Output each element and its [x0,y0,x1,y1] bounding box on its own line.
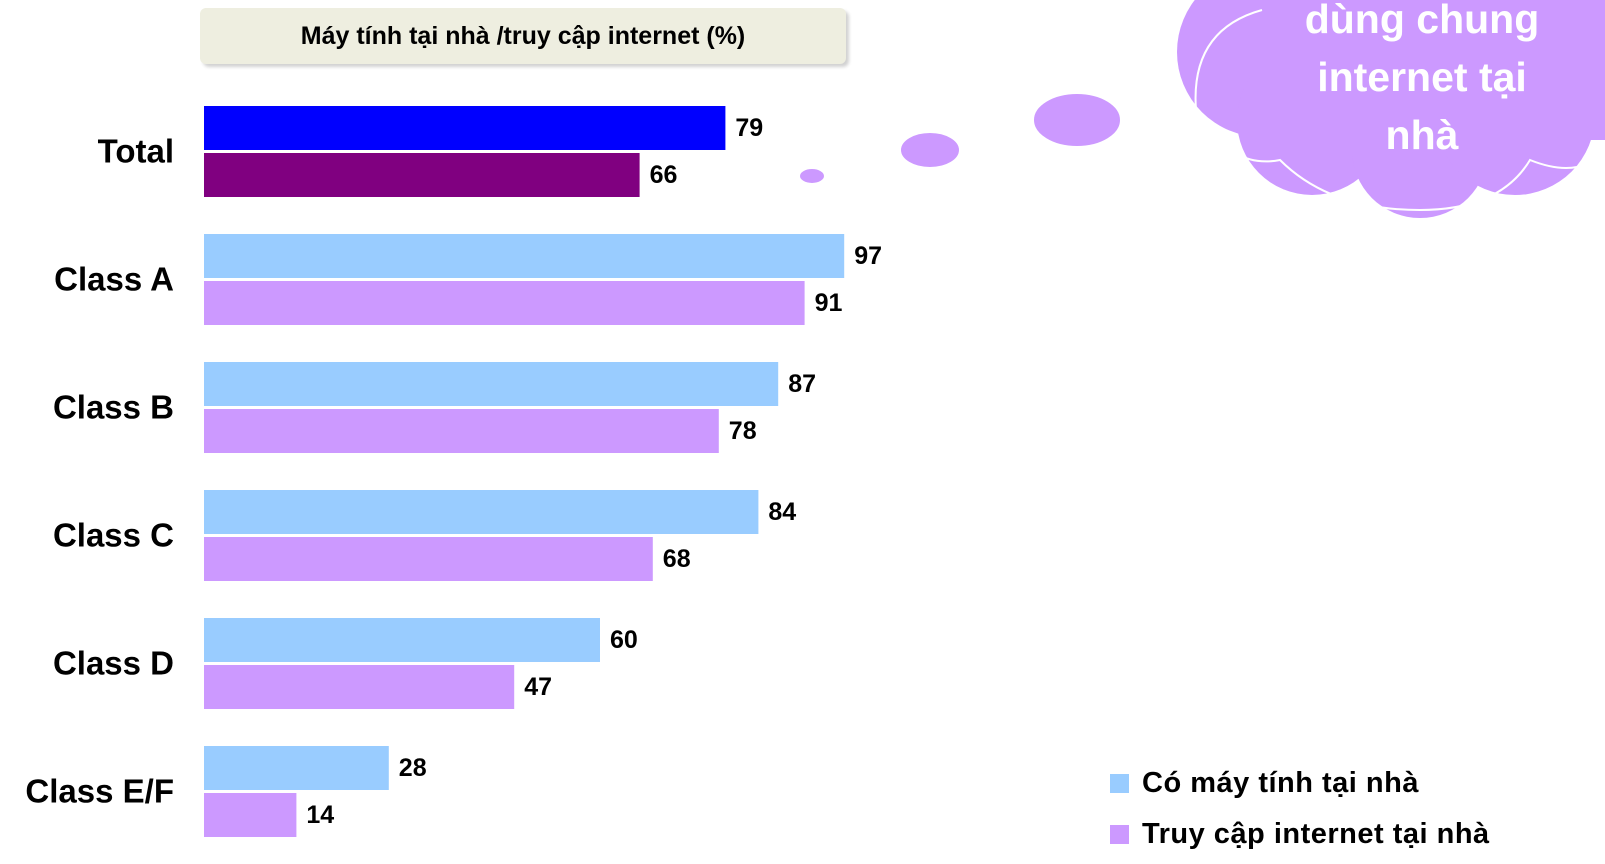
category-label-total: Total [98,133,174,170]
bar-class-c-series-2 [204,537,653,581]
data-label-class-a-series-2: 91 [815,289,843,317]
legend-swatch-computer [1110,774,1129,793]
legend-item-internet: Truy cập internet tại nhà [1110,809,1490,860]
data-label-class-b-series-2: 78 [729,417,757,445]
category-label-class-a: Class A [54,261,174,298]
thought-bubble-medium [899,131,961,169]
category-label-class-b: Class B [53,389,174,426]
bar-class-e-f-series-2 [204,793,297,837]
legend-swatch-internet [1110,825,1129,844]
bar-class-d-series-1 [204,618,600,662]
cloud-callout-text: dùng chung internet tại nhà [1262,0,1582,164]
bar-class-a-series-2 [204,281,805,325]
data-label-total-series-1: 79 [735,114,763,142]
data-label-class-b-series-1: 87 [788,370,816,398]
cloud-line-3: nhà [1385,112,1459,158]
legend-label-internet: Truy cập internet tại nhà [1142,818,1490,850]
cloud-line-2: internet tại [1317,54,1527,100]
bar-total-series-2 [204,153,640,197]
data-label-class-c-series-1: 84 [768,498,796,526]
category-label-class-c: Class C [53,517,174,554]
data-label-class-a-series-1: 97 [854,242,882,270]
legend-label-computer: Có máy tính tại nhà [1142,767,1419,799]
category-label-class-e-f: Class E/F [25,773,174,810]
bar-total-series-1 [204,106,726,150]
thought-cloud [798,0,1605,218]
chart-title: Máy tính tại nhà /truy cập internet (%) [200,8,846,64]
data-label-class-d-series-1: 60 [610,626,638,654]
cloud-line-1: dùng chung [1304,0,1540,42]
thought-bubble-small [798,167,826,185]
data-label-class-e-f-series-2: 14 [306,801,334,829]
category-label-class-d: Class D [53,645,174,682]
data-label-class-c-series-2: 68 [663,545,691,573]
thought-bubble-large [1032,92,1122,148]
data-label-class-e-f-series-1: 28 [399,754,427,782]
bar-class-e-f-series-1 [204,746,389,790]
bar-class-b-series-2 [204,409,719,453]
legend-item-computer: Có máy tính tại nhà [1110,758,1490,809]
data-label-class-d-series-2: 47 [524,673,552,701]
bar-class-d-series-2 [204,665,515,709]
data-label-total-series-2: 66 [650,161,678,189]
bar-class-a-series-1 [204,234,845,278]
cloud-shape [1177,0,1605,218]
bar-class-c-series-1 [204,490,759,534]
bar-class-b-series-1 [204,362,779,406]
cloud-outline [1194,9,1605,212]
chart-legend: Có máy tính tại nhà Truy cập internet tạ… [1110,758,1490,860]
